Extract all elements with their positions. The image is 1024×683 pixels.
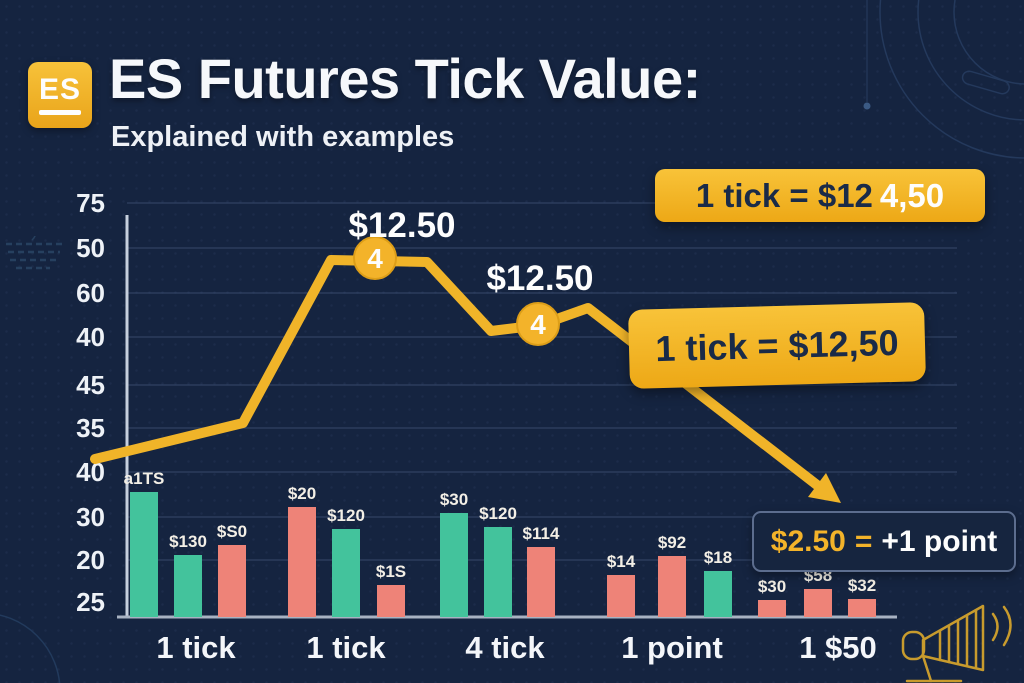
bar-value-label: $30 bbox=[440, 490, 468, 509]
callout-value: $2.50 bbox=[770, 524, 846, 558]
es-logo-text: ES bbox=[38, 73, 82, 106]
y-axis-tick-label: 20 bbox=[76, 545, 105, 575]
bar bbox=[332, 529, 360, 617]
es-logo: ES bbox=[28, 62, 92, 128]
x-axis-group-label: 1 tick bbox=[306, 630, 386, 665]
coin-marker-icon bbox=[516, 302, 560, 346]
bar-value-label: $32 bbox=[848, 576, 876, 595]
tick-value-badge-mid: 1 tick = $12,50 bbox=[628, 302, 926, 389]
bar bbox=[288, 507, 316, 617]
callout-equals: = bbox=[854, 524, 873, 558]
page-subtitle: Explained with examples bbox=[111, 121, 455, 153]
bar bbox=[804, 589, 832, 617]
coin-marker-text: 4 bbox=[530, 309, 546, 340]
bar bbox=[377, 585, 405, 617]
bar bbox=[527, 547, 555, 617]
bar bbox=[658, 556, 686, 617]
coin-marker-text: 4 bbox=[367, 243, 383, 274]
bar bbox=[440, 513, 468, 617]
bar-value-label: $92 bbox=[658, 533, 686, 552]
x-axis-group-label: 4 tick bbox=[465, 630, 545, 665]
bar bbox=[607, 575, 635, 617]
y-axis-tick-label: 50 bbox=[76, 233, 105, 263]
line-value-label: $12.50 bbox=[348, 206, 455, 245]
x-axis-group-label: 1 point bbox=[621, 630, 723, 665]
bar bbox=[130, 492, 158, 617]
es-logo-underline bbox=[39, 110, 81, 115]
y-axis-tick-label: 35 bbox=[76, 413, 105, 443]
bar bbox=[484, 527, 512, 617]
y-axis-tick-label: 40 bbox=[76, 322, 105, 352]
callout-label: +1 point bbox=[881, 524, 998, 558]
x-axis-group-label: 1 $50 bbox=[799, 630, 877, 665]
bar-value-label: $20 bbox=[288, 484, 316, 503]
line-arrowhead-icon bbox=[808, 473, 841, 503]
tick-value-badge-top: 1 tick = $12 4,50 bbox=[655, 169, 985, 222]
y-axis-tick-label: 30 bbox=[76, 502, 105, 532]
bar-value-label: $120 bbox=[327, 506, 365, 525]
y-axis-tick-label: 75 bbox=[76, 188, 105, 218]
bar bbox=[848, 599, 876, 617]
y-axis-tick-label: 25 bbox=[76, 587, 105, 617]
coin-marker-icon bbox=[353, 236, 397, 280]
bar-value-label: $114 bbox=[523, 524, 560, 543]
bar-value-label: $18 bbox=[704, 548, 732, 567]
bar-value-label: $S0 bbox=[217, 522, 247, 541]
line-value-label: $12.50 bbox=[486, 259, 593, 298]
bar-value-label: $14 bbox=[607, 552, 636, 571]
bar-value-label: $130 bbox=[169, 532, 207, 551]
y-axis-tick-label: 60 bbox=[76, 278, 105, 308]
bar-value-label: $1S bbox=[376, 562, 406, 581]
page-title: ES Futures Tick Value: bbox=[109, 47, 701, 110]
x-axis-group-label: 1 tick bbox=[156, 630, 236, 665]
bar bbox=[758, 600, 786, 617]
badge-top-light-text: 4,50 bbox=[879, 176, 945, 214]
line-series bbox=[90, 255, 822, 490]
badge-mid-text: 1 tick = $12,50 bbox=[654, 321, 900, 369]
bar bbox=[174, 555, 202, 617]
y-axis-tick-label: 45 bbox=[76, 370, 105, 400]
bar bbox=[704, 571, 732, 617]
badge-top-dark-text: 1 tick = $12 bbox=[695, 176, 873, 214]
bar bbox=[218, 545, 246, 617]
bar-value-label: $120 bbox=[479, 504, 517, 523]
bar-value-label: a1TS bbox=[124, 469, 165, 488]
bar-value-label: $30 bbox=[758, 577, 786, 596]
point-value-callout: $2.50 = +1 point bbox=[752, 511, 1016, 572]
